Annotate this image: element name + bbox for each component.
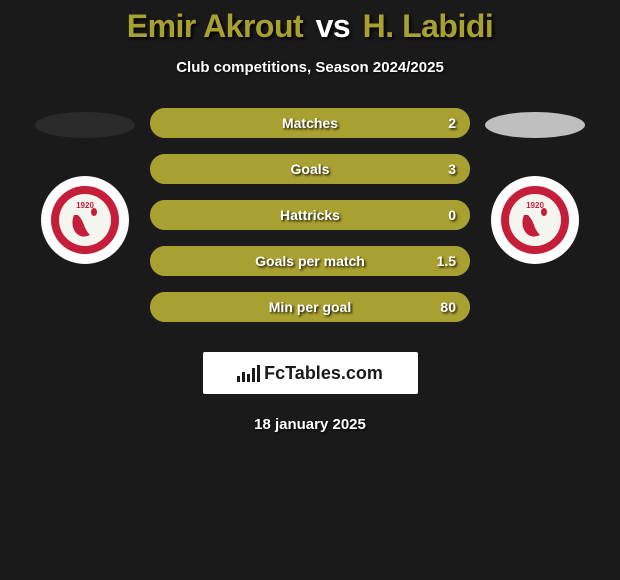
stat-value: 2: [448, 115, 456, 131]
stat-row: Goals per match 1.5: [150, 246, 470, 276]
stat-value: 0: [448, 207, 456, 223]
season-subtitle: Club competitions, Season 2024/2025: [0, 59, 620, 76]
svg-text:1920: 1920: [526, 201, 544, 210]
stat-value: 3: [448, 161, 456, 177]
player1-name: Emir Akrout: [127, 8, 303, 45]
stats-column: Matches 2 Goals 3 Hattricks 0 Goals per match 1…: [140, 108, 480, 322]
player1-club-badge: 1920: [41, 176, 129, 264]
comparison-title: Emir Akrout vs H. Labidi: [0, 0, 620, 45]
stat-label: Hattricks: [280, 207, 340, 223]
stat-row: Goals 3: [150, 154, 470, 184]
fctables-logo: FcTables.com: [203, 352, 418, 394]
comparison-body: 1920 Matches 2 Goals 3 Hattricks 0 Goals per m…: [0, 112, 620, 322]
player2-column: 1920: [480, 112, 590, 264]
stat-label: Goals per match: [255, 253, 365, 269]
player2-club-badge: 1920: [491, 176, 579, 264]
stat-value: 80: [440, 299, 456, 315]
stat-label: Goals: [291, 161, 330, 177]
stat-label: Matches: [282, 115, 338, 131]
player1-silhouette: [35, 112, 135, 138]
stat-row: Matches 2: [150, 108, 470, 138]
club-crest-icon: 1920: [50, 185, 120, 255]
snapshot-date: 18 january 2025: [0, 416, 620, 433]
logo-text: FcTables.com: [264, 363, 383, 384]
vs-text: vs: [316, 8, 351, 45]
player1-column: 1920: [30, 112, 140, 264]
stat-label: Min per goal: [269, 299, 351, 315]
svg-text:1920: 1920: [76, 201, 94, 210]
chart-icon: [237, 365, 260, 382]
player2-name: H. Labidi: [363, 8, 494, 45]
stat-row: Min per goal 80: [150, 292, 470, 322]
club-crest-icon: 1920: [500, 185, 570, 255]
stat-row: Hattricks 0: [150, 200, 470, 230]
player2-silhouette: [485, 112, 585, 138]
stat-value: 1.5: [437, 253, 456, 269]
